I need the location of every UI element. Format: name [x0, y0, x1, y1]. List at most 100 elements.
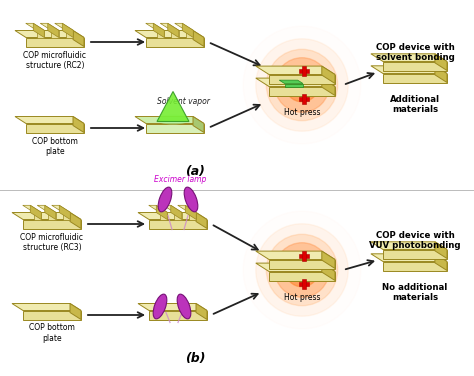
- Polygon shape: [157, 91, 189, 121]
- Ellipse shape: [177, 294, 191, 319]
- Polygon shape: [153, 23, 164, 38]
- Polygon shape: [371, 254, 447, 261]
- Polygon shape: [66, 30, 73, 38]
- Polygon shape: [45, 205, 56, 220]
- Text: Solvent vapor: Solvent vapor: [156, 97, 210, 106]
- Polygon shape: [186, 30, 193, 38]
- Polygon shape: [48, 212, 56, 220]
- Polygon shape: [171, 205, 182, 220]
- Polygon shape: [34, 212, 41, 220]
- Polygon shape: [146, 38, 204, 47]
- Polygon shape: [70, 303, 81, 320]
- Ellipse shape: [156, 115, 190, 124]
- Polygon shape: [157, 30, 164, 38]
- Polygon shape: [302, 279, 306, 289]
- Polygon shape: [299, 254, 309, 258]
- Polygon shape: [40, 23, 59, 30]
- Polygon shape: [299, 282, 309, 286]
- Polygon shape: [59, 205, 70, 220]
- Polygon shape: [322, 66, 335, 83]
- Polygon shape: [73, 30, 84, 47]
- Polygon shape: [135, 117, 204, 123]
- Circle shape: [256, 39, 348, 131]
- Text: COP bottom
plate: COP bottom plate: [32, 136, 78, 156]
- Polygon shape: [55, 23, 73, 30]
- Polygon shape: [196, 212, 207, 229]
- Polygon shape: [146, 23, 164, 30]
- Text: (a): (a): [185, 165, 205, 178]
- Polygon shape: [26, 38, 84, 47]
- Polygon shape: [15, 30, 84, 38]
- Circle shape: [275, 243, 329, 297]
- Circle shape: [285, 253, 319, 287]
- Polygon shape: [185, 205, 196, 220]
- Polygon shape: [63, 212, 70, 220]
- Text: COP device with
solvent bonding: COP device with solvent bonding: [375, 43, 455, 62]
- Polygon shape: [178, 205, 196, 212]
- Polygon shape: [156, 205, 167, 220]
- Polygon shape: [383, 62, 447, 71]
- Polygon shape: [163, 205, 182, 212]
- Polygon shape: [269, 259, 335, 268]
- Polygon shape: [36, 30, 44, 38]
- Text: Hot press: Hot press: [284, 293, 320, 302]
- Polygon shape: [149, 220, 207, 229]
- Polygon shape: [302, 251, 306, 261]
- Polygon shape: [269, 74, 335, 83]
- Text: Additional
materials: Additional materials: [390, 95, 440, 114]
- Polygon shape: [193, 30, 204, 47]
- Polygon shape: [73, 117, 84, 132]
- Polygon shape: [435, 54, 447, 71]
- Polygon shape: [279, 80, 303, 83]
- Text: (b): (b): [185, 352, 205, 365]
- Polygon shape: [70, 212, 81, 229]
- Polygon shape: [302, 94, 306, 104]
- Polygon shape: [138, 212, 207, 220]
- Polygon shape: [26, 23, 44, 30]
- Polygon shape: [149, 311, 207, 320]
- Polygon shape: [383, 261, 447, 270]
- Text: COP microfluidic
structure (RC2): COP microfluidic structure (RC2): [24, 50, 86, 70]
- Polygon shape: [62, 23, 73, 38]
- Polygon shape: [37, 205, 56, 212]
- Polygon shape: [160, 23, 179, 30]
- Polygon shape: [284, 83, 303, 86]
- Polygon shape: [302, 66, 306, 76]
- Polygon shape: [256, 263, 335, 271]
- Circle shape: [256, 224, 348, 316]
- Polygon shape: [435, 254, 447, 270]
- Polygon shape: [175, 23, 193, 30]
- Polygon shape: [23, 205, 41, 212]
- Polygon shape: [12, 212, 81, 220]
- Polygon shape: [138, 303, 207, 311]
- Polygon shape: [174, 212, 182, 220]
- Polygon shape: [256, 78, 335, 86]
- Circle shape: [266, 49, 337, 121]
- Circle shape: [266, 234, 337, 306]
- Text: COP device with
VUV photobonding: COP device with VUV photobonding: [369, 231, 461, 250]
- Polygon shape: [193, 117, 204, 132]
- Polygon shape: [322, 251, 335, 268]
- Polygon shape: [182, 23, 193, 38]
- Text: Excimer lamp: Excimer lamp: [154, 174, 206, 183]
- Polygon shape: [371, 242, 447, 250]
- Polygon shape: [48, 23, 59, 38]
- Polygon shape: [371, 54, 447, 62]
- Polygon shape: [189, 212, 196, 220]
- Polygon shape: [15, 117, 84, 123]
- Polygon shape: [149, 205, 167, 212]
- Ellipse shape: [184, 187, 198, 212]
- Polygon shape: [52, 205, 70, 212]
- Circle shape: [243, 211, 361, 329]
- Polygon shape: [30, 205, 41, 220]
- Polygon shape: [299, 69, 309, 73]
- Polygon shape: [269, 271, 335, 280]
- Polygon shape: [435, 66, 447, 82]
- Text: COP bottom
plate: COP bottom plate: [29, 323, 75, 343]
- Polygon shape: [269, 86, 335, 96]
- Polygon shape: [51, 30, 59, 38]
- Ellipse shape: [153, 294, 167, 319]
- Polygon shape: [160, 212, 167, 220]
- Polygon shape: [371, 66, 447, 73]
- Polygon shape: [322, 263, 335, 280]
